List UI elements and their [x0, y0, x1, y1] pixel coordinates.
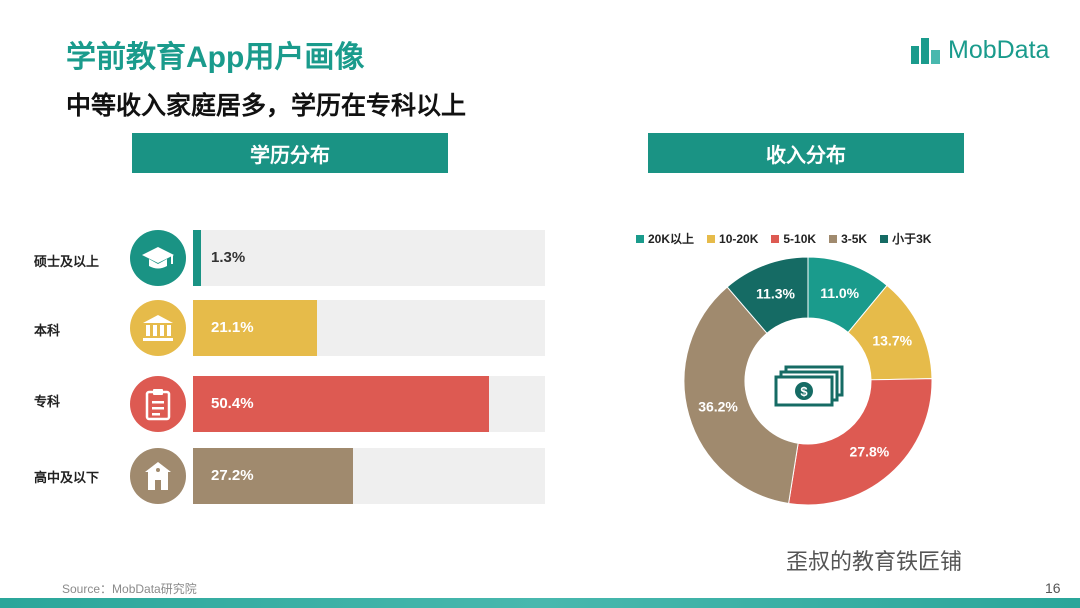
legend-label: 10-20K [719, 231, 759, 246]
legend-swatch [771, 234, 780, 243]
education-section-header: 学历分布 [132, 133, 448, 173]
source-note: Source：MobData研究院 [62, 582, 197, 596]
page-number: 16 [1045, 580, 1061, 596]
bar-value-label: 50.4% [211, 395, 254, 412]
mobdata-logo-icon [911, 38, 940, 64]
bar-fill-硕士及以上 [193, 230, 201, 286]
bar-value-label: 21.1% [211, 319, 254, 336]
bar-category-label: 硕士及以上 [34, 254, 100, 269]
legend-swatch [707, 234, 716, 243]
donut-slice-label: 11.3% [756, 285, 795, 301]
bar-fill-高中及以下 [193, 448, 353, 504]
donut-slice-label: 11.0% [820, 285, 859, 301]
income-donut-chart: 11.0% 13.7% 27.8% 36.2% 11.3% $ [683, 256, 933, 505]
donut-slice-3-5K [683, 286, 799, 505]
bar-track: 21.1% [193, 300, 545, 356]
legend-label: 3-5K [841, 231, 868, 246]
bar-fill-专科 [193, 376, 489, 432]
mobdata-logo: MobData [910, 32, 1060, 72]
donut-slice-label: 36.2% [698, 399, 738, 415]
clipboard-icon [130, 376, 186, 432]
svg-text:$: $ [800, 384, 808, 399]
legend-swatch [829, 234, 838, 243]
income-legend: 20K以上 10-20K 5-10K 3-5K 小于3K [636, 230, 931, 247]
income-section-header: 收入分布 [648, 133, 964, 173]
school-house-icon [130, 448, 186, 504]
bar-value-label: 1.3% [211, 249, 246, 266]
money-icon: $ [774, 365, 844, 407]
bar-category-label: 高中及以下 [34, 470, 100, 485]
legend-swatch [636, 234, 644, 243]
bar-value-label: 27.2% [211, 467, 254, 484]
legend-label: 小于3K [892, 232, 932, 246]
bar-track: 27.2% [193, 448, 545, 504]
legend-label: 5-10K [783, 231, 817, 246]
page-title: 学前教育App用户画像 [66, 41, 365, 74]
university-building-icon [130, 300, 186, 356]
legend-item: 3-5K [829, 230, 867, 247]
donut-slice-5-10K [788, 378, 933, 505]
bar-category-label: 专科 [34, 394, 61, 409]
legend-item: 小于3K [880, 230, 931, 247]
graduation-cap-icon [130, 230, 186, 286]
legend-label: 20K以上 [648, 232, 695, 246]
bar-category-label: 本科 [34, 323, 61, 338]
bar-track: 1.3% [193, 230, 545, 286]
donut-slice-label: 13.7% [872, 332, 912, 348]
watermark-text: 歪叔的教育铁匠铺 [786, 549, 963, 574]
legend-swatch [880, 234, 889, 243]
legend-item: 20K以上 [636, 230, 694, 247]
donut-slice-小于3K [726, 256, 809, 334]
page-subtitle: 中等收入家庭居多，学历在专科以上 [66, 92, 467, 120]
footer-bar [0, 598, 1080, 608]
bar-fill-本科 [193, 300, 317, 356]
bar-track: 50.4% [193, 376, 545, 432]
donut-slice-label: 27.8% [850, 444, 890, 460]
legend-item: 5-10K [771, 230, 816, 247]
logo-text: MobData [948, 36, 1050, 64]
legend-item: 10-20K [707, 230, 758, 247]
